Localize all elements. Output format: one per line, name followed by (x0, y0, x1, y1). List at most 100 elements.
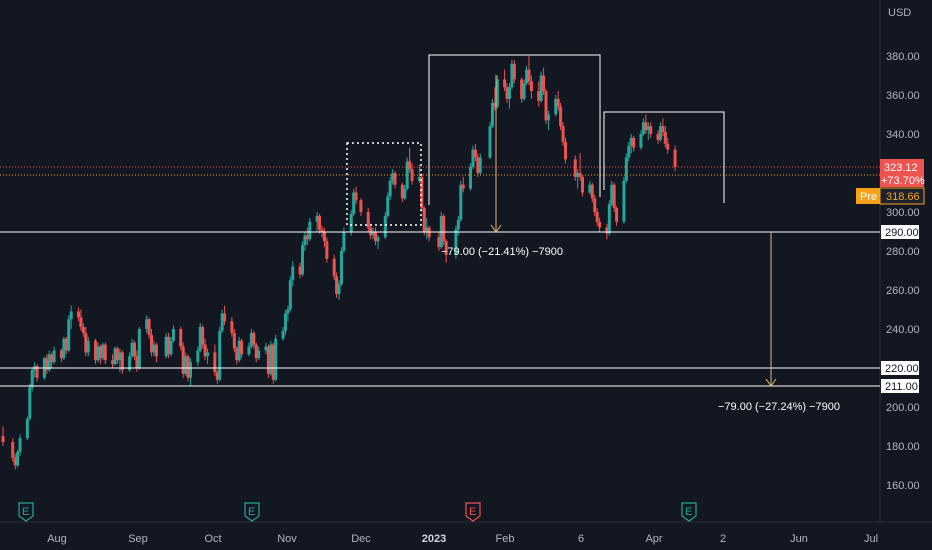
last-price-change: +73.70% (881, 175, 925, 187)
price-tag-211[interactable]: 211.00 (881, 379, 919, 393)
earnings-marker-4-shape (681, 502, 697, 522)
candle-body (539, 75, 543, 101)
candle (264, 342, 268, 355)
head-pattern-bracket[interactable] (428, 54, 601, 205)
candle (593, 194, 597, 216)
candle-body (298, 266, 302, 275)
right-shoulder-bracket[interactable] (603, 111, 725, 203)
time-tick-label: Jul (864, 533, 878, 545)
time-axis[interactable]: Aug Sep Oct Nov Dec 2023 Feb 6 Apr 2 Jun Jul (47, 533, 878, 545)
candle (115, 346, 119, 365)
candle-body (303, 235, 307, 246)
candle-body (145, 319, 149, 329)
price-tag-220-bg (881, 361, 919, 375)
candle-body (16, 451, 20, 466)
candle (576, 169, 580, 189)
candle (405, 157, 409, 191)
candle-body (35, 366, 39, 378)
candle (59, 348, 63, 363)
candle (641, 118, 645, 136)
candle (167, 332, 171, 359)
currency-label: USD (888, 7, 911, 19)
candle-body (444, 241, 448, 255)
candle (461, 176, 465, 193)
candle-body (391, 173, 395, 181)
candle-body (646, 126, 650, 131)
candle (147, 317, 151, 339)
candle (16, 449, 20, 468)
candle-body (47, 354, 51, 370)
candle-body (454, 229, 458, 255)
premarket-label: Pre (860, 191, 877, 203)
candle-body (563, 141, 567, 160)
candle (220, 309, 224, 333)
candle-body (349, 213, 353, 232)
candle-body (235, 348, 239, 361)
earnings-icon-1[interactable]: E (18, 502, 34, 522)
candle (315, 212, 319, 232)
candle-body (315, 215, 319, 222)
candle (503, 69, 507, 92)
candle-body (171, 329, 175, 341)
earnings-icon-3[interactable]: E (465, 502, 481, 522)
candle (444, 239, 448, 263)
candle-body (283, 313, 287, 331)
candle-body (201, 327, 205, 345)
candle-body (288, 280, 292, 310)
candle-body (203, 344, 207, 357)
candle (240, 338, 244, 359)
candle (437, 231, 441, 251)
candle-body (264, 346, 268, 351)
candle (403, 184, 407, 201)
candle-body (559, 106, 563, 127)
dotted-consolidation-box[interactable] (346, 142, 422, 226)
price-tag-220[interactable]: 220.00 (881, 361, 919, 375)
candle-body (495, 79, 499, 107)
candle-body (213, 352, 217, 372)
time-tick-label: 2 (720, 533, 726, 545)
candle-body (420, 176, 424, 209)
candles-group (1, 56, 677, 470)
candle (198, 323, 202, 353)
candle (352, 188, 356, 216)
candle (281, 327, 285, 341)
earnings-icon-2[interactable]: E (244, 502, 260, 522)
candle-body (607, 204, 611, 234)
candle-body (663, 132, 667, 144)
time-tick-label: Oct (204, 533, 221, 545)
candle-body (520, 79, 524, 99)
candle-body (544, 91, 548, 121)
price-tick-label: 380.00 (886, 51, 920, 63)
time-tick-label: Jun (790, 533, 808, 545)
premarket-tag[interactable]: Pre 318.66 (856, 187, 925, 205)
candle (522, 79, 526, 101)
candle (476, 153, 480, 177)
candle (301, 241, 305, 277)
candle-body (30, 369, 34, 388)
candle-body (527, 69, 531, 82)
earnings-icon-4[interactable]: E (681, 502, 697, 522)
candle-body (291, 266, 295, 281)
candle (510, 59, 514, 90)
price-axis[interactable]: 380.00360.00340.00320.00300.00280.00260.… (886, 51, 920, 492)
price-tag-290[interactable]: 290.00 (881, 225, 919, 239)
candle-body (286, 309, 290, 314)
candle (325, 237, 329, 263)
candle-body (615, 208, 619, 222)
candle (391, 169, 395, 185)
candle-body (537, 91, 541, 101)
candle-body (371, 231, 375, 236)
candle (512, 59, 516, 84)
candle (578, 153, 582, 181)
candle-body (184, 356, 188, 374)
candle (283, 309, 287, 335)
candle (661, 118, 665, 136)
candle-body (641, 122, 645, 134)
last-price-tag[interactable]: 323.12 +73.70% (880, 159, 925, 187)
candle-body (366, 212, 370, 228)
candle (563, 137, 567, 164)
candle-body (525, 69, 529, 84)
candle-body (281, 330, 285, 339)
